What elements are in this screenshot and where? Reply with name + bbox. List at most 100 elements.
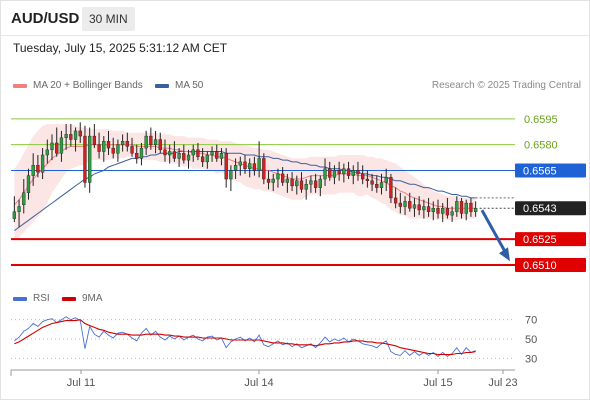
candle-body <box>219 153 224 159</box>
ma50-legend-label: MA 50 <box>175 80 204 91</box>
legend-9ma: 9MA <box>62 293 103 304</box>
candle <box>459 197 464 219</box>
candle-body <box>266 178 271 183</box>
candle-body <box>205 154 210 163</box>
timeframe-badge[interactable]: 30 MIN <box>82 7 135 31</box>
candle <box>31 153 35 186</box>
candle-body <box>224 153 228 180</box>
rsi-legend-label: RSI <box>33 293 50 304</box>
candle <box>238 156 242 176</box>
candle-body <box>111 147 115 154</box>
candle <box>130 137 134 157</box>
candle <box>45 139 49 164</box>
candle <box>111 137 115 159</box>
candle-body <box>290 178 294 187</box>
candle-body <box>337 170 341 175</box>
candle-body <box>97 144 101 152</box>
legend-ma20: MA 20 + Bollinger Bands <box>13 80 143 91</box>
candle <box>200 148 205 168</box>
candle-body <box>257 158 261 171</box>
candle <box>370 173 374 192</box>
ma20-swatch <box>13 83 27 88</box>
candle <box>182 144 186 164</box>
candle-body <box>153 139 158 145</box>
level-label-0.6543: 0.6543 <box>523 203 557 215</box>
candle <box>422 199 426 219</box>
candle <box>408 192 412 212</box>
candle <box>149 127 153 150</box>
candle-body <box>332 170 337 178</box>
candle <box>55 127 59 157</box>
level-label-0.6565: 0.6565 <box>523 165 557 177</box>
header-divider <box>0 35 590 36</box>
rsi-line <box>14 316 476 357</box>
candle <box>22 179 26 214</box>
candle <box>243 154 247 174</box>
candle-body <box>26 175 31 193</box>
candle-body <box>379 182 384 188</box>
level-tag-0.6510 <box>515 257 586 272</box>
candle <box>379 173 384 195</box>
candle-body <box>120 141 125 145</box>
candle <box>412 197 417 217</box>
candle-body <box>445 208 450 216</box>
candle <box>313 173 318 193</box>
candle-body <box>455 201 459 212</box>
candle-body <box>398 202 402 207</box>
candle-body <box>304 183 308 190</box>
x-tick-label: Jul 23 <box>488 377 517 389</box>
candle-body <box>36 165 40 173</box>
candle <box>464 199 468 221</box>
candle <box>233 158 238 180</box>
timestamp: Tuesday, July 15, 2025 5:31:12 AM CET <box>13 41 228 55</box>
level-label-0.6595: 0.6595 <box>524 114 558 126</box>
ma9-swatch <box>62 296 76 301</box>
candle <box>276 168 280 188</box>
legend-ma50: MA 50 <box>155 80 203 91</box>
candle <box>177 148 181 168</box>
candle-body <box>342 168 346 175</box>
candle-body <box>403 201 407 207</box>
x-tick-label: Jul 11 <box>67 377 96 389</box>
candle-body <box>422 206 426 211</box>
candle-body <box>459 201 464 214</box>
candle <box>26 168 31 200</box>
candle <box>436 199 440 219</box>
candle <box>328 161 332 181</box>
candle-body <box>135 153 139 159</box>
candle-body <box>469 202 473 212</box>
candle <box>473 201 478 217</box>
candle <box>280 167 285 186</box>
candle <box>186 149 191 169</box>
candle <box>144 130 148 155</box>
candle <box>469 197 473 217</box>
candle-body <box>229 170 233 180</box>
candle-body <box>78 130 82 137</box>
candle <box>172 141 177 162</box>
candle-body <box>186 154 191 161</box>
candle-body <box>318 178 322 188</box>
x-tick-label: Jul 14 <box>244 377 273 389</box>
candle-body <box>356 170 360 175</box>
level-label-0.6580: 0.6580 <box>524 140 558 152</box>
candle <box>215 144 219 162</box>
forecast-arrow-shaft <box>480 209 509 256</box>
candle <box>266 170 271 190</box>
candle-body <box>196 149 200 157</box>
candle-body <box>441 208 445 214</box>
candle-body <box>215 151 219 159</box>
candle <box>102 136 106 162</box>
candle-body <box>31 165 35 176</box>
candle-body <box>40 154 45 173</box>
candle <box>271 173 275 192</box>
candle-body <box>238 161 242 166</box>
candle <box>116 139 120 162</box>
candle <box>78 122 82 143</box>
candle <box>158 132 162 154</box>
candle <box>248 158 252 178</box>
candle <box>332 165 337 185</box>
candle-body <box>149 135 153 145</box>
candle <box>455 196 459 217</box>
candle-body <box>285 178 290 183</box>
